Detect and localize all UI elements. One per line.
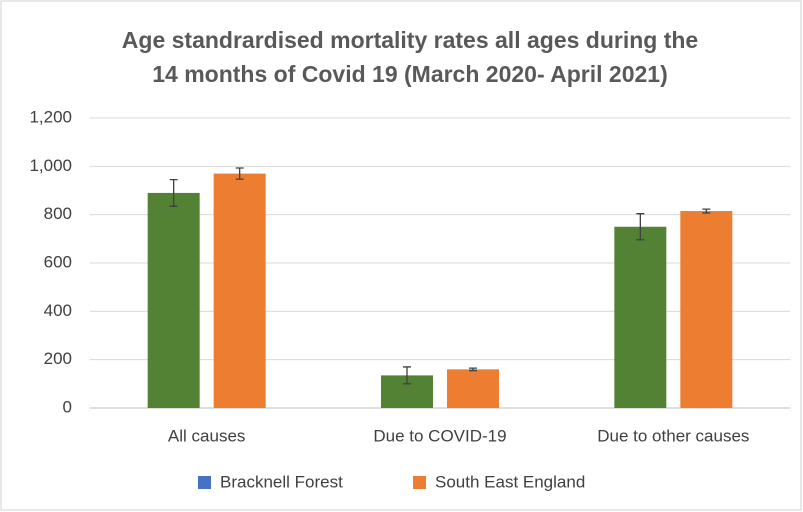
error-bar [469,367,477,372]
chart-title: 14 months of Covid 19 (March 2020- April… [152,61,668,87]
bar [447,369,499,408]
x-tick-label: All causes [168,426,245,445]
legend-swatch [413,476,426,489]
bar [614,226,667,408]
y-tick-label: 600 [44,252,72,271]
y-tick-label: 800 [44,204,72,223]
y-tick-label: 200 [44,349,72,368]
error-bar [403,366,411,385]
bar [680,211,733,408]
y-tick-label: 1,000 [29,156,72,175]
legend-swatch [198,476,211,489]
error-bar [702,208,711,214]
error-bar [235,167,244,180]
x-tick-label: Due to other causes [597,426,749,445]
bar [147,192,200,408]
bar [213,173,266,408]
x-tick-label: Due to COVID-19 [373,426,506,445]
y-tick-label: 400 [44,301,72,320]
error-bar [636,213,645,241]
error-bar [169,178,178,207]
y-tick-label: 1,200 [29,107,72,126]
y-tick-label: 0 [63,397,72,416]
chart-title: Age standrardised mortality rates all ag… [122,27,698,53]
legend-label: Bracknell Forest [220,472,343,491]
legend-label: South East England [435,472,585,491]
